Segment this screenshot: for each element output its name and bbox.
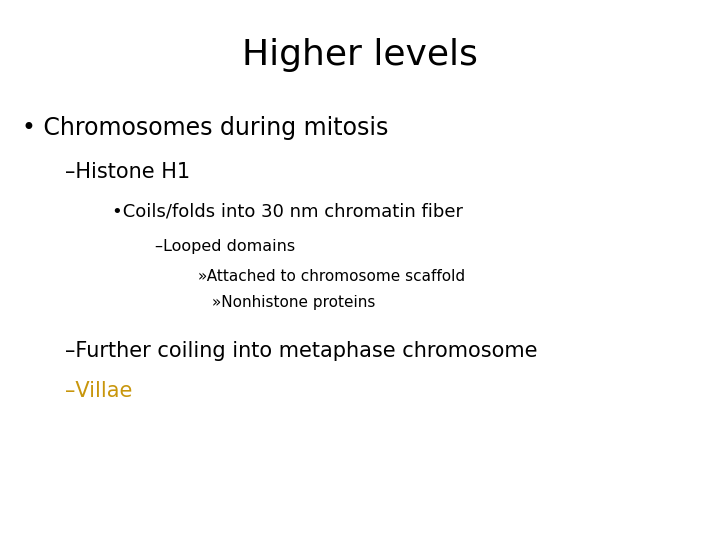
Text: Higher levels: Higher levels: [242, 38, 478, 72]
Text: –Villae: –Villae: [65, 381, 132, 401]
Text: • Chromosomes during mitosis: • Chromosomes during mitosis: [22, 116, 388, 140]
Text: »Nonhistone proteins: »Nonhistone proteins: [212, 295, 376, 310]
Text: –Further coiling into metaphase chromosome: –Further coiling into metaphase chromoso…: [65, 341, 537, 361]
Text: –Histone H1: –Histone H1: [65, 162, 190, 182]
Text: •Coils/folds into 30 nm chromatin fiber: •Coils/folds into 30 nm chromatin fiber: [112, 202, 463, 220]
Text: »Attached to chromosome scaffold: »Attached to chromosome scaffold: [198, 269, 465, 284]
Text: –Looped domains: –Looped domains: [155, 239, 295, 254]
